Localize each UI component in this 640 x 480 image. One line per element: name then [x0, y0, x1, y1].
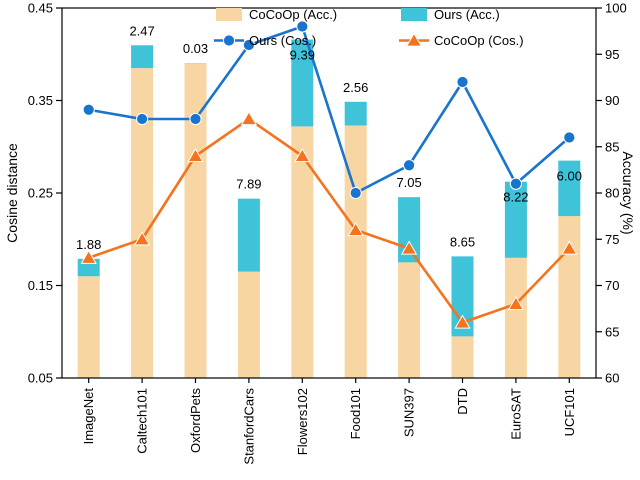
right-tick-label: 70 [605, 278, 619, 293]
right-tick-label: 100 [605, 1, 627, 16]
bar-cocoop-acc [452, 336, 474, 378]
marker-circle-ours-cos [457, 76, 468, 87]
gain-label: 6.00 [557, 169, 582, 184]
bar-cocoop-acc [185, 64, 207, 379]
x-category-label: EuroSAT [508, 388, 523, 440]
right-tick-label: 95 [605, 47, 619, 62]
bar-cocoop-acc [398, 262, 420, 378]
legend-swatch-ours_bar [401, 8, 427, 21]
gain-label: 8.65 [450, 234, 475, 249]
x-category-label: Caltech101 [135, 388, 150, 454]
gain-label: 0.03 [183, 41, 208, 56]
gain-label: 1.88 [76, 237, 101, 252]
bar-cocoop-acc [345, 125, 367, 378]
x-category-label: SUN397 [402, 388, 417, 437]
gain-label: 2.47 [129, 23, 154, 38]
left-tick-label: 0.25 [28, 186, 53, 201]
gain-label: 2.56 [343, 80, 368, 95]
right-tick-label: 75 [605, 232, 619, 247]
marker-circle-ours-cos [83, 104, 94, 115]
bar-cocoop-acc [505, 258, 527, 378]
right-tick-label: 85 [605, 139, 619, 154]
marker-circle-ours-cos [137, 113, 148, 124]
marker-triangle-cocoop-cos [242, 112, 257, 125]
legend-label: CoCoOp (Acc.) [249, 7, 337, 22]
bar-cocoop-acc [558, 216, 580, 378]
left-tick-label: 0.15 [28, 278, 53, 293]
gain-label: 7.89 [236, 177, 261, 192]
right-tick-label: 90 [605, 93, 619, 108]
line-ours-cos [89, 27, 570, 194]
marker-circle-ours-cos [190, 113, 201, 124]
bar-cocoop-acc [238, 272, 260, 378]
x-category-label: Food101 [348, 388, 363, 439]
bar-ours-acc [131, 45, 153, 68]
right-tick-label: 65 [605, 324, 619, 339]
left-tick-label: 0.35 [28, 93, 53, 108]
right-axis-title: Accuracy (%) [620, 151, 636, 234]
marker-circle-ours-cos [510, 178, 521, 189]
x-category-label: StanfordCars [241, 388, 256, 465]
legend-label: Ours (Cos.) [249, 33, 316, 48]
left-axis-title: Cosine distance [4, 143, 20, 243]
legend-label: Ours (Acc.) [434, 7, 500, 22]
bar-ours-acc [238, 199, 260, 272]
x-category-label: ImageNet [81, 388, 96, 445]
marker-circle-ours-cos [350, 187, 361, 198]
legend-swatch-cocoop_bar [216, 8, 242, 21]
bar-cocoop-acc [291, 126, 313, 378]
legend-label: CoCoOp (Cos.) [434, 33, 524, 48]
x-category-label: UCF101 [562, 388, 577, 436]
gain-label: 8.22 [503, 190, 528, 205]
marker-circle-ours-cos [297, 21, 308, 32]
marker-circle-ours-cos [564, 132, 575, 143]
gain-label: 7.05 [396, 175, 421, 190]
x-category-label: Flowers102 [295, 388, 310, 455]
right-tick-label: 80 [605, 186, 619, 201]
left-tick-label: 0.05 [28, 371, 53, 386]
x-category-label: DTD [455, 388, 470, 415]
right-tick-label: 60 [605, 371, 619, 386]
legend-circle-icon [223, 35, 234, 46]
x-category-label: OxfordPets [188, 388, 203, 454]
left-tick-label: 0.45 [28, 1, 53, 16]
bar-ours-acc [345, 102, 367, 126]
marker-circle-ours-cos [404, 160, 415, 171]
gain-label: 9.39 [290, 48, 315, 63]
bar-cocoop-acc [78, 276, 100, 378]
